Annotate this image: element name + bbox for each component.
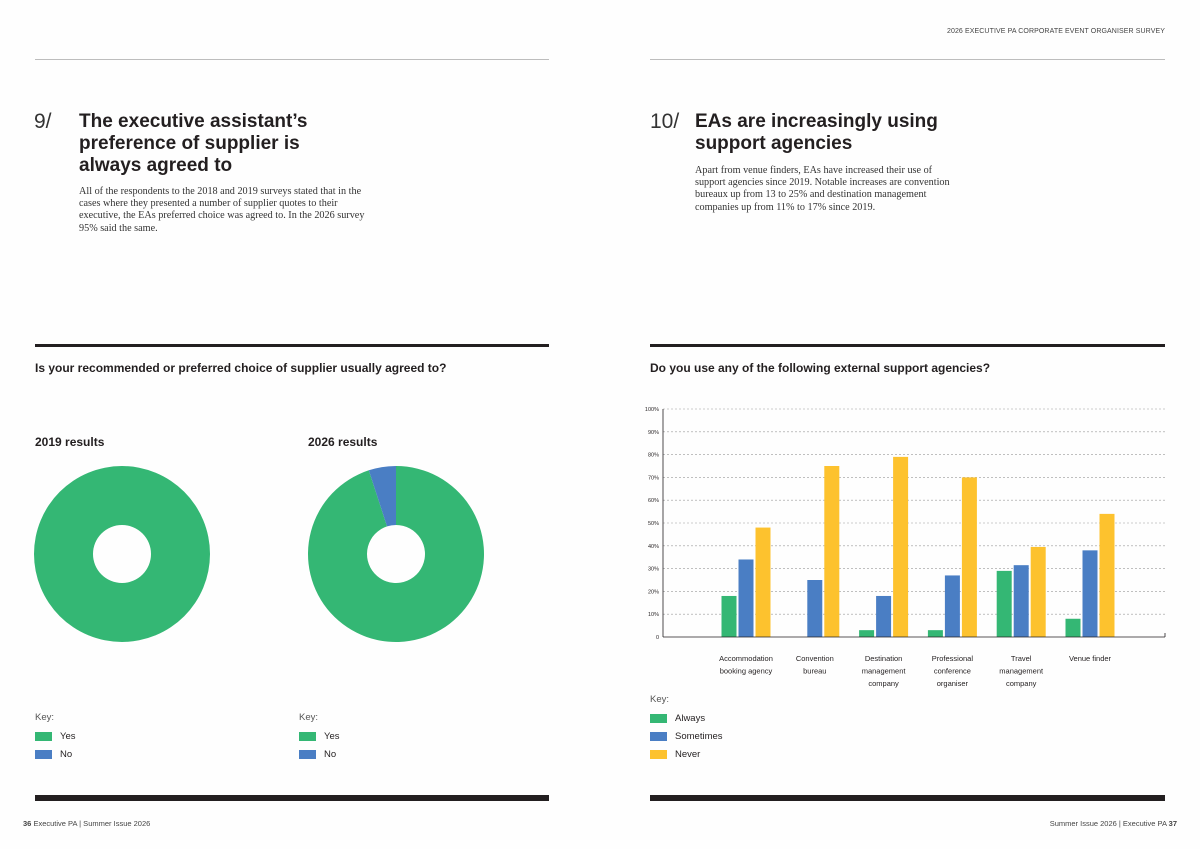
section-number: 10/ [650, 110, 680, 133]
pie-2019-title: 2019 results [35, 435, 105, 449]
legend-no: No [299, 748, 340, 760]
x-category-label: organiser [937, 679, 969, 688]
legend-no: No [35, 748, 76, 760]
donut-charts [34, 466, 485, 642]
x-category-label: Professional [932, 654, 974, 663]
bar-sometimes [738, 559, 754, 637]
section-rule [650, 344, 1165, 347]
legend-always: Always [650, 712, 723, 724]
x-category-label: booking agency [720, 667, 773, 676]
key-label: Key: [299, 712, 319, 723]
top-rule-right [650, 59, 1165, 60]
x-category-label: company [1006, 679, 1037, 688]
y-tick-label: 10% [648, 612, 659, 618]
bar-never [893, 456, 909, 637]
swatch-green [650, 713, 667, 723]
y-tick-label: 40% [648, 544, 659, 550]
pie-2026-title: 2026 results [308, 435, 378, 449]
y-tick-label: 0 [656, 635, 659, 641]
y-tick-label: 20% [648, 589, 659, 595]
y-tick-label: 50% [648, 521, 659, 527]
swatch-yellow [650, 749, 667, 759]
bar-always [996, 570, 1012, 637]
key-label: Key: [35, 712, 55, 723]
bar-always [927, 630, 943, 637]
swatch-blue [35, 749, 52, 759]
section-title: The executive assistant’s preference of … [79, 111, 308, 176]
bar-always [721, 595, 737, 637]
top-rule-left [35, 59, 549, 60]
y-tick-label: 60% [648, 498, 659, 504]
bar-sometimes [807, 580, 823, 637]
swatch-green [299, 731, 316, 741]
bar-never [1099, 513, 1115, 637]
swatch-green [35, 731, 52, 741]
x-category-label: management [999, 667, 1044, 676]
bar-never [1030, 546, 1046, 637]
legend-never: Never [650, 748, 723, 760]
question-title: Is your recommended or preferred choice … [35, 361, 447, 375]
survey-header: 2026 EXECUTIVE PA CORPORATE EVENT ORGANI… [946, 28, 1165, 35]
bar-sometimes [1082, 550, 1098, 637]
section-body: All of the respondents to the 2018 and 2… [79, 186, 365, 234]
x-category-label: conference [934, 667, 971, 676]
bottom-rule-left [35, 795, 549, 801]
donut-slice-yes [308, 466, 485, 642]
x-category-label: Travel [1011, 654, 1032, 663]
legend-yes: Yes [299, 730, 340, 742]
bar-sometimes [944, 575, 960, 637]
x-category-label: Destination [865, 654, 903, 663]
x-category-label: Convention [796, 654, 834, 663]
bar-chart: 0 10% 20% 30% 40% 50% 60% 70% 80% 90% 100% Accommod… [645, 407, 1166, 688]
legend-sometimes: Sometimes [650, 730, 723, 742]
x-category-label: bureau [803, 667, 826, 676]
bar-never [824, 466, 840, 637]
y-tick-label: 70% [648, 475, 659, 481]
bar-sometimes [876, 595, 892, 637]
y-tick-label: 30% [648, 567, 659, 573]
pie-2026-legend: Key: Yes No [299, 712, 340, 760]
x-category-label: management [862, 667, 907, 676]
bar-always [1065, 618, 1081, 637]
y-tick-label: 90% [648, 430, 659, 436]
pie-2019-legend: Key: Yes No [35, 712, 76, 760]
x-category-label: Accommodation [719, 654, 773, 663]
bar-always [859, 630, 875, 637]
section-title: EAs are increasingly using support agenc… [695, 111, 938, 154]
bar-never [755, 527, 771, 637]
swatch-blue [650, 731, 667, 741]
footer-right: Summer Issue 2026 | Executive PA 37 [1049, 819, 1177, 828]
x-category-label: company [868, 679, 899, 688]
question-title: Do you use any of the following external… [650, 361, 991, 375]
bar-sometimes [1013, 565, 1029, 637]
section-rule [35, 344, 549, 347]
key-label: Key: [650, 694, 670, 705]
x-category-label: Venue finder [1069, 654, 1112, 663]
y-tick-label: 100% [645, 407, 659, 413]
donut-slice-yes [34, 466, 210, 642]
y-tick-label: 80% [648, 453, 659, 459]
donut-slice-no [368, 466, 396, 527]
section-number: 9/ [34, 110, 52, 133]
bar-legend: Key: Always Sometimes Never [650, 694, 723, 760]
footer-left: 36 Executive PA | Summer Issue 2026 [23, 819, 151, 828]
bottom-rule-right [650, 795, 1165, 801]
legend-yes: Yes [35, 730, 76, 742]
section-body: Apart from venue finders, EAs have incre… [695, 165, 950, 213]
swatch-blue [299, 749, 316, 759]
bar-never [961, 477, 977, 637]
